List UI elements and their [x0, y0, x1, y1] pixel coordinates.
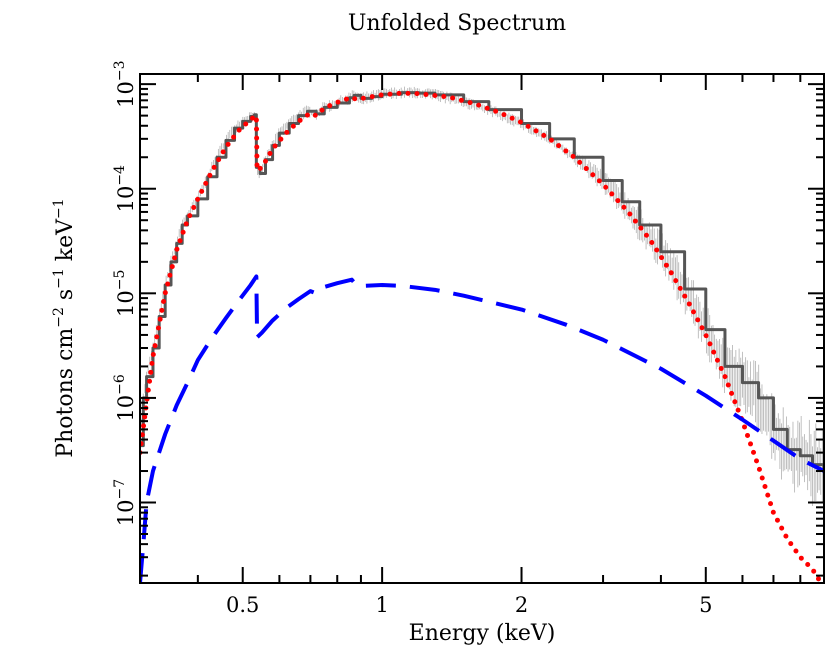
y-tick-label: 10−5	[112, 270, 138, 317]
y-tick-label: 10−6	[112, 374, 138, 421]
x-tick-label: 1	[375, 593, 388, 617]
series-line-dashed	[140, 274, 824, 583]
data-error-bars	[140, 86, 824, 509]
y-axis-label: Photons cm−2 s−1 keV−1	[51, 198, 78, 457]
series-line-data-steps	[140, 91, 824, 469]
x-axis-label: Energy (keV)	[409, 621, 556, 646]
y-tick-label: 10−7	[112, 479, 138, 526]
chart-title: Unfolded Spectrum	[348, 11, 566, 36]
y-tick-label: 10−3	[112, 60, 138, 107]
series-line-dotted	[140, 90, 822, 583]
x-tick-label: 2	[515, 593, 528, 617]
plot-frame	[139, 73, 825, 584]
x-tick-label: 0.5	[226, 593, 259, 617]
x-tick-label: 5	[699, 593, 712, 617]
y-tick-label: 10−4	[112, 165, 138, 212]
